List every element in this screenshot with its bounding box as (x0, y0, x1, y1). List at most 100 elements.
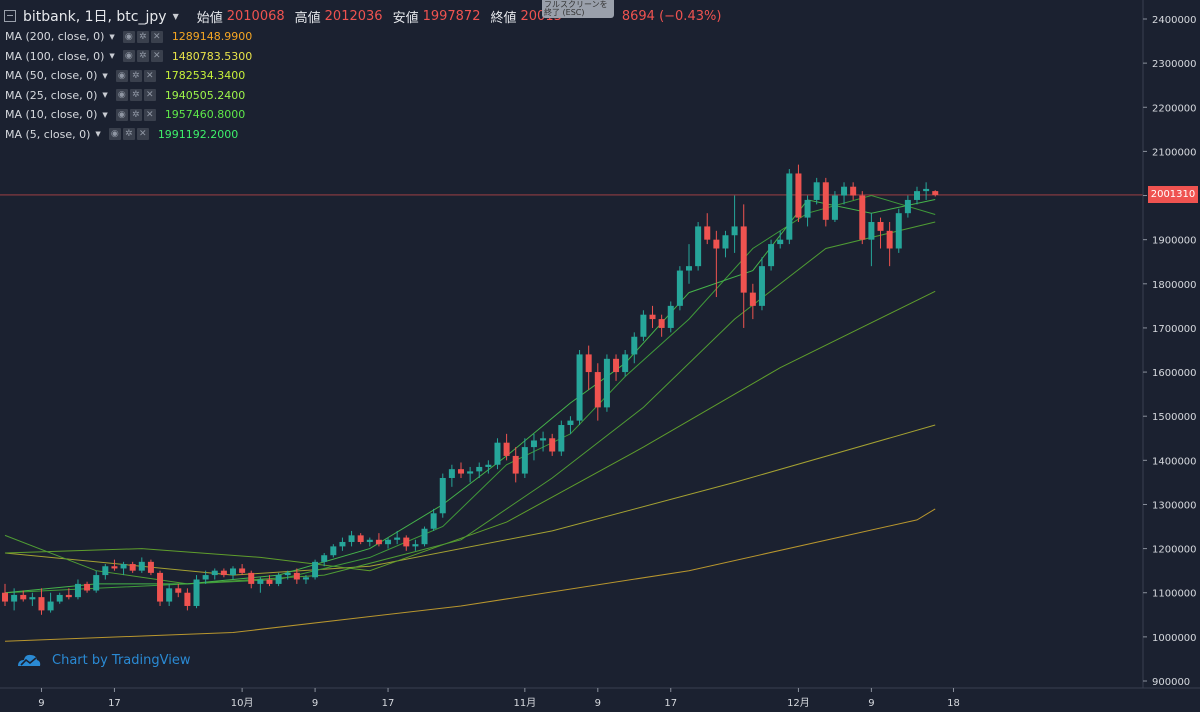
indicator-row[interactable]: MA (200, close, 0) ▼ ◉ ✲ ✕ 1289148.9900 (5, 27, 252, 47)
x-tick-label: 9 (38, 698, 44, 709)
indicator-row[interactable]: MA (10, close, 0) ▼ ◉ ✲ ✕ 1957460.8000 (5, 105, 252, 125)
candle-body (65, 594, 72, 598)
candle-body (850, 186, 857, 196)
candle-body (895, 213, 902, 249)
candle-body (585, 354, 592, 373)
ma-line (4, 424, 936, 576)
chevron-down-icon[interactable]: ▼ (102, 71, 108, 80)
close-icon[interactable]: ✕ (143, 69, 156, 82)
exit-fullscreen-button[interactable]: フルスクリーンを終了 (ESC) (542, 0, 614, 18)
candle-body (549, 438, 556, 452)
candle-body (412, 544, 419, 547)
x-tick-label: 9 (595, 698, 601, 709)
candle-body (686, 266, 692, 271)
candle-body (777, 239, 784, 245)
candle-body (138, 561, 145, 571)
candle-body (11, 594, 18, 602)
close-icon[interactable]: ✕ (136, 128, 149, 141)
indicator-name[interactable]: MA (10, close, 0) (5, 108, 98, 122)
indicator-value: 1480783.5300 (171, 49, 253, 63)
collapse-icon[interactable] (4, 10, 16, 22)
close-icon[interactable]: ✕ (150, 30, 163, 43)
x-tick-label: 17 (664, 698, 677, 709)
candle-body (877, 222, 884, 231)
candle-body (622, 354, 629, 373)
candle-body (795, 173, 802, 218)
x-tick-label: 17 (382, 698, 395, 709)
eye-icon[interactable]: ◉ (115, 108, 128, 121)
close-icon[interactable]: ✕ (143, 89, 156, 102)
chevron-down-icon[interactable]: ▼ (109, 32, 115, 41)
close-icon[interactable]: ✕ (143, 108, 156, 121)
candle-body (731, 226, 738, 236)
candles (2, 164, 939, 615)
indicator-row[interactable]: MA (50, close, 0) ▼ ◉ ✲ ✕ 1782534.3400 (5, 66, 252, 86)
candle-body (220, 570, 227, 576)
gear-icon[interactable]: ✲ (129, 108, 142, 121)
candle-body (38, 597, 45, 611)
candle-body (485, 464, 492, 467)
gear-icon[interactable]: ✲ (136, 30, 149, 43)
chevron-down-icon[interactable]: ▼ (102, 91, 108, 100)
chevron-down-icon[interactable]: ▼ (109, 52, 115, 61)
tradingview-watermark[interactable]: Chart by TradingView (16, 650, 190, 670)
indicator-name[interactable]: MA (200, close, 0) (5, 30, 105, 44)
y-tick-label: 1500000 (1152, 412, 1197, 423)
candle-body (804, 199, 811, 218)
indicator-row[interactable]: MA (25, close, 0) ▼ ◉ ✲ ✕ 1940505.2400 (5, 86, 252, 106)
candle-body (257, 579, 264, 584)
candle-body (20, 594, 27, 600)
indicator-legend: MA (200, close, 0) ▼ ◉ ✲ ✕ 1289148.9900 MA (10… (5, 27, 252, 144)
candle-body (421, 528, 428, 545)
candle-body (302, 577, 309, 580)
candle-body (102, 566, 109, 576)
candle-body (904, 199, 911, 214)
indicator-name[interactable]: MA (50, close, 0) (5, 69, 98, 83)
candle-body (521, 447, 528, 474)
eye-icon[interactable]: ◉ (122, 50, 135, 63)
chevron-down-icon[interactable]: ▼ (172, 11, 179, 21)
x-tick-label: 9 (312, 698, 318, 709)
candle-body (868, 222, 875, 240)
eye-icon[interactable]: ◉ (108, 128, 121, 141)
candle-body (403, 537, 410, 547)
candle-body (375, 539, 382, 545)
indicator-name[interactable]: MA (25, close, 0) (5, 88, 98, 102)
indicator-row[interactable]: MA (100, close, 0) ▼ ◉ ✲ ✕ 1480783.5300 (5, 47, 252, 67)
indicator-row[interactable]: MA (5, close, 0) ▼ ◉ ✲ ✕ 1991192.2000 (5, 125, 252, 145)
indicator-name[interactable]: MA (5, close, 0) (5, 127, 91, 141)
candle-body (430, 513, 437, 529)
gear-icon[interactable]: ✲ (122, 128, 135, 141)
gear-icon[interactable]: ✲ (129, 89, 142, 102)
symbol-title[interactable]: bitbank, 1日, btc_jpy (23, 9, 167, 25)
eye-icon[interactable]: ◉ (122, 30, 135, 43)
indicator-name[interactable]: MA (100, close, 0) (5, 49, 105, 63)
candle-body (822, 182, 829, 220)
candle-body (831, 195, 838, 220)
close-icon[interactable]: ✕ (150, 50, 163, 63)
x-tick-label: 12月 (787, 697, 810, 709)
candle-body (530, 440, 537, 448)
open-value: 2010068 (226, 8, 285, 24)
candle-body (129, 564, 136, 571)
eye-icon[interactable]: ◉ (115, 69, 128, 82)
indicator-value: 1991192.2000 (157, 127, 239, 141)
candle-body (239, 568, 246, 573)
candle-body (722, 235, 729, 249)
candle-body (786, 173, 793, 240)
gear-icon[interactable]: ✲ (136, 50, 149, 63)
candle-body (704, 226, 711, 240)
candle-body (713, 239, 720, 249)
candle-body (385, 539, 392, 545)
candle-body (175, 588, 182, 593)
chevron-down-icon[interactable]: ▼ (102, 110, 108, 119)
candle-body (813, 182, 820, 200)
candle-body (248, 572, 255, 584)
eye-icon[interactable]: ◉ (115, 89, 128, 102)
chevron-down-icon[interactable]: ▼ (95, 130, 101, 139)
candle-body (293, 572, 300, 580)
y-tick-label: 2300000 (1152, 59, 1197, 70)
y-tick-label: 1900000 (1152, 236, 1197, 247)
gear-icon[interactable]: ✲ (129, 69, 142, 82)
